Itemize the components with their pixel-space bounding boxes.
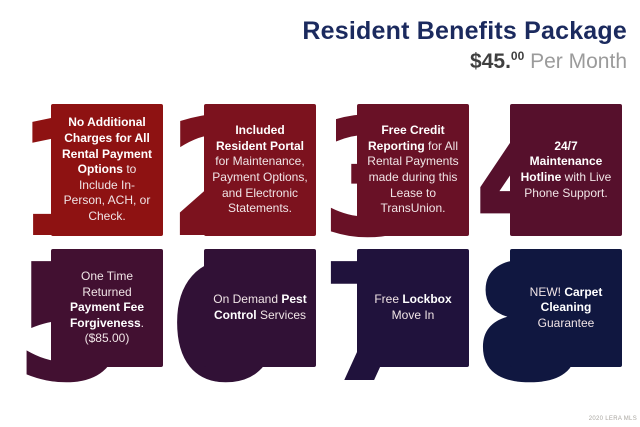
benefits-grid: 1 No Additional Charges for All Rental P… bbox=[14, 98, 626, 406]
card-text: NEW! Carpet Cleaning Guarantee bbox=[529, 284, 603, 330]
card-body: 24/7 Maintenance Hotline with Live Phone… bbox=[510, 104, 622, 236]
price-suffix: Per Month bbox=[524, 49, 627, 73]
card-text: No Additional Charges for All Rental Pay… bbox=[61, 115, 153, 223]
card-text: Included Resident Portal for Maintenance… bbox=[212, 123, 308, 216]
card-body: Free Lockbox Move In bbox=[357, 249, 469, 367]
card-text: 24/7 Maintenance Hotline with Live Phone… bbox=[520, 138, 612, 200]
price-cents: 00 bbox=[510, 48, 525, 63]
card-text: Free Lockbox Move In bbox=[374, 292, 452, 322]
card-body: One Time Returned Payment Fee Forgivenes… bbox=[51, 249, 163, 367]
card-body: Free Credit Reporting for All Rental Pay… bbox=[357, 104, 469, 236]
card-body: Included Resident Portal for Maintenance… bbox=[204, 104, 316, 236]
header: Resident Benefits Package $45.00 Per Mon… bbox=[302, 17, 627, 74]
page-title: Resident Benefits Package bbox=[302, 17, 627, 45]
benefit-card: 2 Included Resident Portal for Maintenan… bbox=[167, 98, 320, 261]
watermark-text: 2020 LERA MLS bbox=[588, 416, 637, 422]
price-dollars: $45. bbox=[470, 49, 511, 73]
card-body: No Additional Charges for All Rental Pay… bbox=[51, 104, 163, 236]
card-body: On Demand Pest Control Services bbox=[204, 249, 316, 367]
benefit-card: 3 Free Credit Reporting for All Rental P… bbox=[320, 98, 473, 261]
benefit-card: 1 No Additional Charges for All Rental P… bbox=[14, 98, 167, 261]
benefit-card: 6 On Demand Pest Control Services bbox=[167, 243, 320, 406]
price-line: $45.00 Per Month bbox=[302, 49, 627, 74]
benefit-card: 5 One Time Returned Payment Fee Forgiven… bbox=[14, 243, 167, 406]
benefit-card: 8 NEW! Carpet Cleaning Guarantee bbox=[473, 243, 626, 406]
card-body: NEW! Carpet Cleaning Guarantee bbox=[510, 249, 622, 367]
card-text: Free Credit Reporting for All Rental Pay… bbox=[367, 123, 459, 216]
benefit-card: 4 24/7 Maintenance Hotline with Live Pho… bbox=[473, 98, 626, 261]
card-text: On Demand Pest Control Services bbox=[213, 292, 307, 322]
benefit-card: 7 Free Lockbox Move In bbox=[320, 243, 473, 406]
card-text: One Time Returned Payment Fee Forgivenes… bbox=[69, 269, 145, 346]
